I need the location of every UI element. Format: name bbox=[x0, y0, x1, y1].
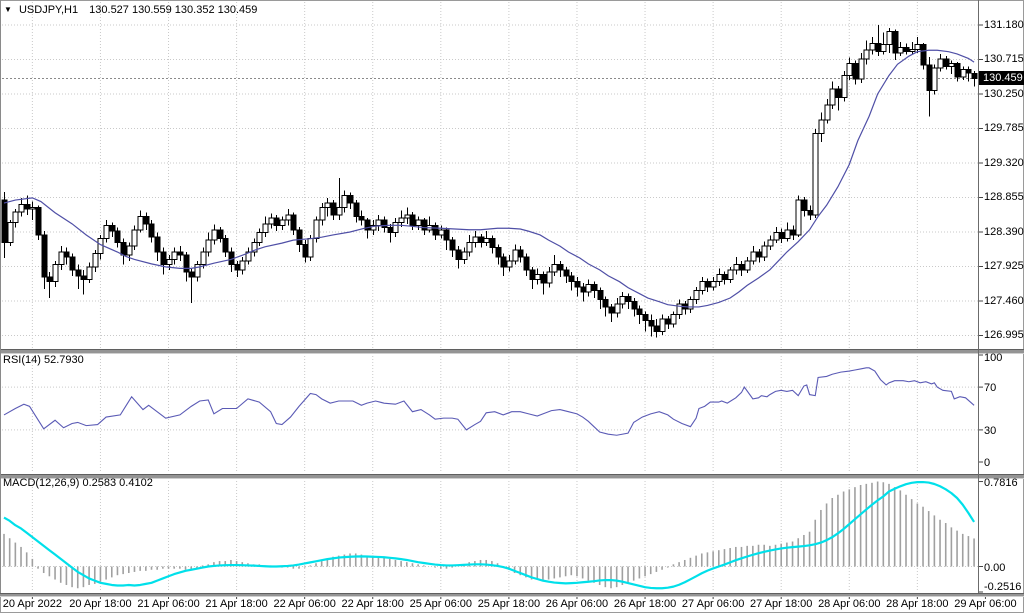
grid-lines bbox=[2, 2, 978, 592]
price-tick-label: 129.785 bbox=[984, 122, 1024, 135]
rsi-plot[interactable] bbox=[2, 352, 978, 474]
rsi-line bbox=[3, 367, 975, 436]
macd-plot[interactable] bbox=[2, 477, 978, 593]
macd-tick-label: 0.00 bbox=[984, 561, 1006, 574]
time-tick-label: 28 Apr 18:00 bbox=[886, 598, 949, 610]
rsi-indicator-label: RSI(14) bbox=[3, 354, 41, 366]
left-plot-border bbox=[0, 0, 1, 593]
chart-header: ▼ USDJPY,H1 130.527 130.559 130.352 130.… bbox=[4, 4, 257, 16]
rsi-tick-label: 70 bbox=[984, 382, 997, 395]
time-tick-label: 26 Apr 06:00 bbox=[545, 598, 609, 610]
rsi-indicator-value: 52.7930 bbox=[43, 354, 84, 366]
macd-indicator-values: 0.2583 0.4102 bbox=[82, 477, 153, 489]
rsi-tick-label: 0 bbox=[984, 457, 991, 469]
price-tick-label: 128.855 bbox=[984, 191, 1024, 204]
panel-separator-main-rsi[interactable] bbox=[0, 349, 1024, 354]
rsi-tick-label: 100 bbox=[984, 352, 1003, 364]
time-tick-label: 26 Apr 18:00 bbox=[613, 598, 677, 610]
rsi-panel-header: RSI(14) 52.7930 bbox=[3, 354, 84, 366]
time-axis-border bbox=[0, 593, 1024, 597]
time-tick-label: 22 Apr 18:00 bbox=[341, 598, 404, 610]
ohlc-readout: 130.527 130.559 130.352 130.459 bbox=[89, 4, 258, 16]
time-tick-label: 29 Apr 06:00 bbox=[954, 598, 1017, 610]
macd-signal-line bbox=[3, 480, 976, 590]
candles-layer[interactable] bbox=[1, 25, 978, 338]
macd-tick-label: -0.2516 bbox=[984, 581, 1022, 593]
price-tick-label: 131.180 bbox=[984, 19, 1024, 31]
collapse-triangle-icon[interactable]: ▼ bbox=[4, 5, 12, 14]
symbol-period-label: USDJPY,H1 bbox=[18, 4, 79, 16]
time-tick-label: 27 Apr 06:00 bbox=[681, 598, 745, 610]
time-tick-label: 21 Apr 06:00 bbox=[137, 598, 200, 610]
current-price-badge: 130.459 bbox=[979, 71, 1024, 86]
price-tick-label: 130.715 bbox=[984, 53, 1024, 66]
time-tick-label: 27 Apr 18:00 bbox=[749, 598, 813, 610]
macd-tick-label: 0.7816 bbox=[984, 476, 1018, 489]
time-tick-label: 28 Apr 06:00 bbox=[818, 598, 881, 610]
price-tick-label: 127.925 bbox=[984, 260, 1024, 273]
price-axis-border bbox=[978, 0, 979, 593]
rsi-tick-label: 30 bbox=[984, 424, 997, 437]
price-tick-label: 127.460 bbox=[984, 294, 1024, 307]
time-tick-label: 20 Apr 2022 bbox=[2, 598, 63, 610]
time-tick-label: 25 Apr 18:00 bbox=[477, 598, 541, 610]
time-tick-label: 20 Apr 18:00 bbox=[69, 598, 132, 610]
macd-indicator-label: MACD(12,26,9) bbox=[3, 477, 80, 489]
price-tick-label: 130.250 bbox=[984, 87, 1024, 100]
macd-panel-header: MACD(12,26,9) 0.2583 0.4102 bbox=[3, 477, 153, 489]
time-tick-label: 22 Apr 06:00 bbox=[273, 598, 336, 610]
price-tick-label: 126.995 bbox=[984, 329, 1024, 342]
moving-average-line bbox=[3, 49, 975, 308]
panel-separator-rsi-macd[interactable] bbox=[0, 474, 1024, 479]
time-tick-label: 21 Apr 18:00 bbox=[205, 598, 268, 610]
price-tick-label: 129.320 bbox=[984, 156, 1024, 169]
price-tick-label: 128.390 bbox=[984, 225, 1024, 238]
main-chart-plot[interactable] bbox=[2, 0, 978, 349]
time-tick-label: 25 Apr 06:00 bbox=[409, 598, 472, 610]
